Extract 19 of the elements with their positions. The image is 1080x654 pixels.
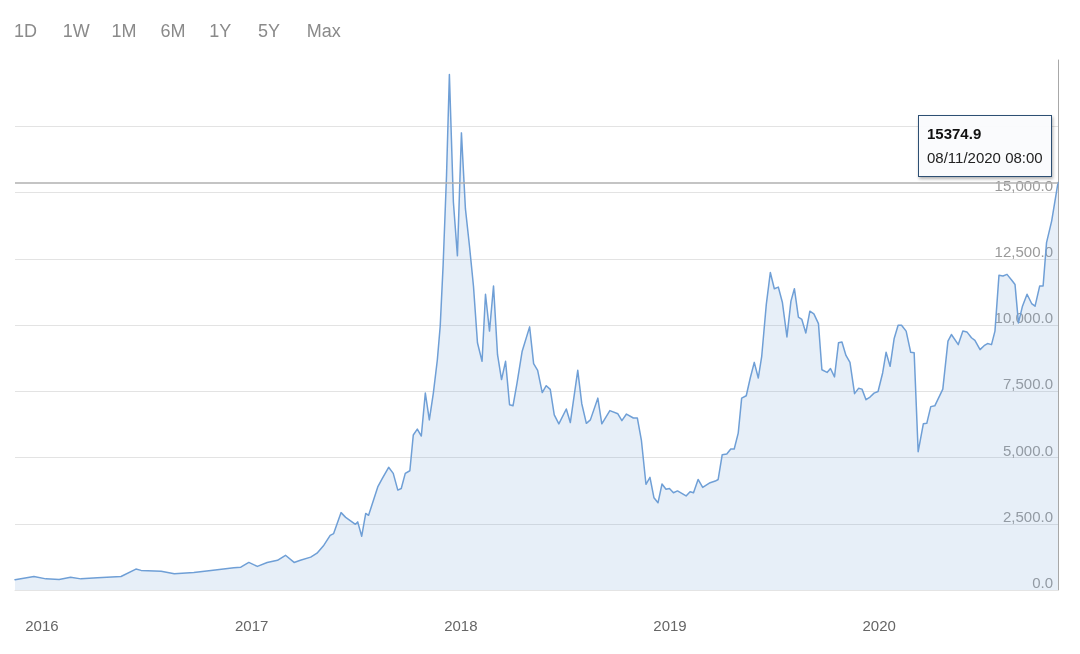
x-tick-label: 2020 <box>862 617 896 634</box>
annotation: 15374.9 08/11/2020 08:00 <box>927 123 1043 168</box>
text: 1W <box>62 20 90 42</box>
x-tick-label: 2019 <box>653 617 687 634</box>
text: 1M <box>111 20 137 42</box>
y-tick-label: 5,000.0 <box>1002 441 1053 459</box>
y-tick-label: 2,500.0 <box>1002 507 1053 525</box>
text: 6M <box>160 20 186 42</box>
x-tick-label: 2017 <box>234 617 269 634</box>
tooltip-box: 15374.9 08/11/2020 08:00 <box>918 114 1052 177</box>
y-tick-label: 0.0 <box>1032 574 1053 591</box>
x-tick-label: 2016 <box>25 617 59 634</box>
y-tick-label: 7,500.0 <box>1002 375 1053 393</box>
y-tick-label: 15,000.0 <box>994 176 1053 194</box>
text: Max <box>306 20 341 42</box>
x-tick-label: 2018 <box>444 617 478 634</box>
text: 1Y <box>209 20 232 42</box>
text: 1D <box>14 20 38 42</box>
text: 5Y <box>258 20 281 42</box>
